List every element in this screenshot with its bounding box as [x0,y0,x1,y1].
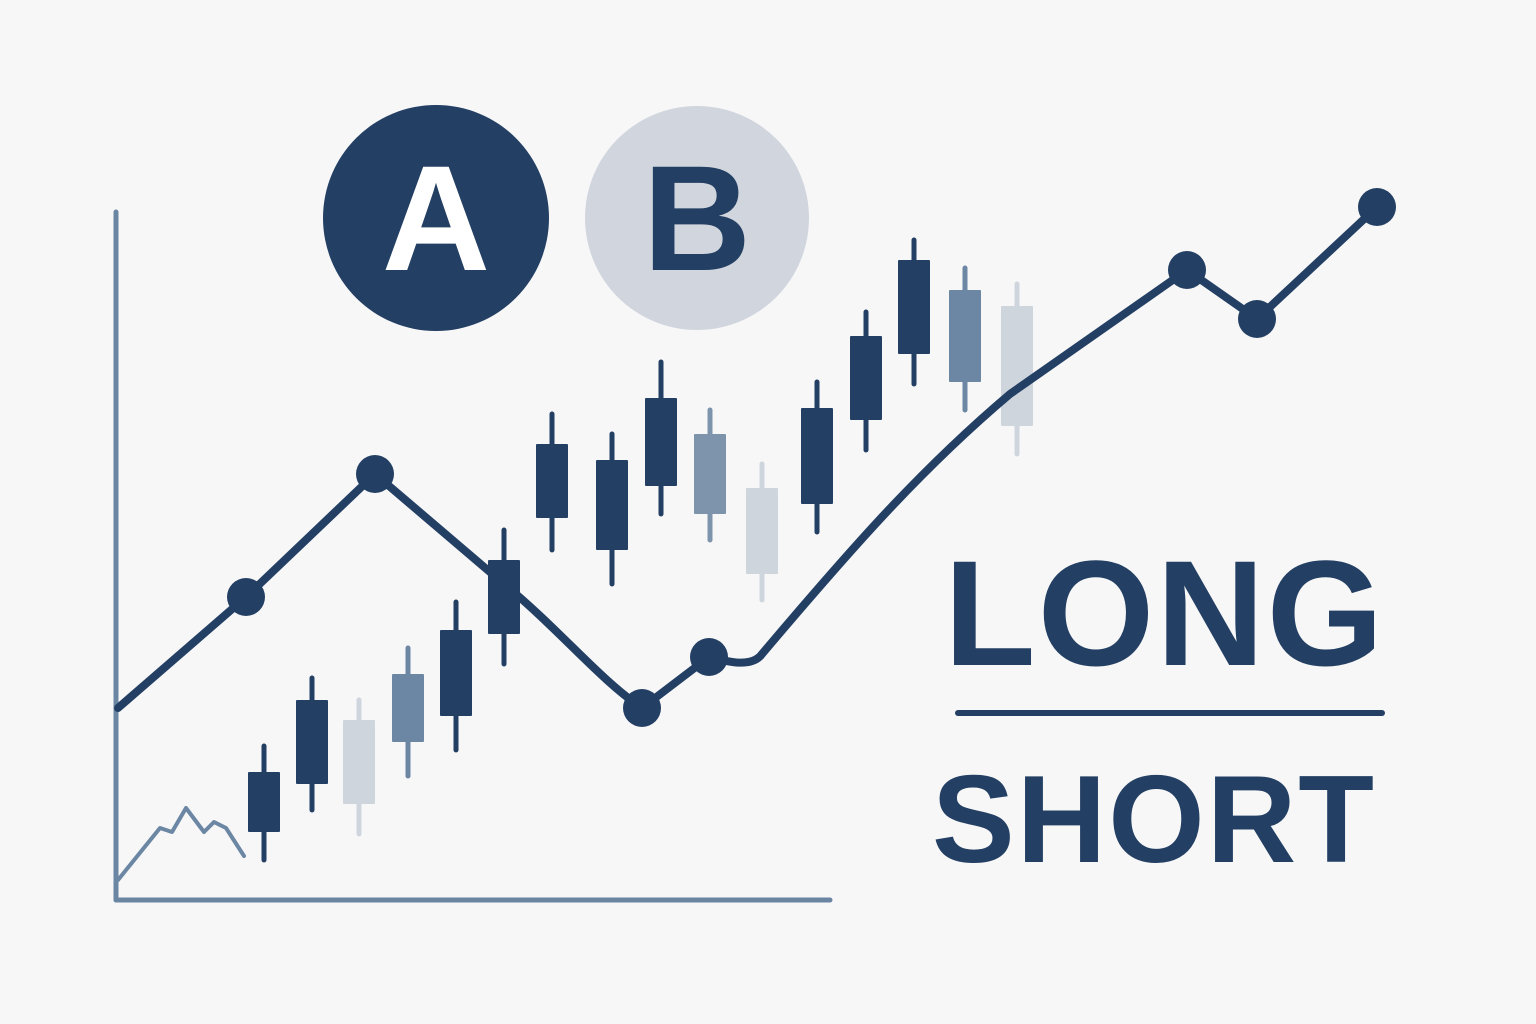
trend-point [1358,188,1396,226]
candlestick [645,359,677,517]
candlestick [898,237,930,387]
candlestick [440,599,472,753]
candlestick [746,461,778,603]
trend-point [623,689,661,727]
candlestick [248,743,280,863]
mini-trend-line [116,806,246,882]
trend-point [1168,251,1206,289]
candlestick [296,675,328,813]
trend-point [690,638,728,676]
badge-b-letter: B [642,134,752,302]
candlestick [949,265,981,413]
candlestick-body [296,700,328,784]
candlestick-body [801,408,833,504]
candlestick-body [949,290,981,382]
candlestick-body [248,772,280,832]
candlestick [694,407,726,543]
candlestick-body [343,720,375,804]
candlestick-body [392,674,424,742]
candlestick-body [596,460,628,550]
main-trend-line [114,203,1381,712]
candlestick [801,379,833,535]
candlestick [392,645,424,779]
badge-a-letter: A [381,134,491,302]
trend-points [227,188,1396,727]
candlestick [596,431,628,587]
candlestick-body [536,444,568,518]
candlestick-body [645,398,677,486]
candlestick [536,411,568,553]
candlestick-body [746,488,778,574]
long-label: LONG [944,529,1386,697]
candlestick [343,697,375,837]
candlestick-body [1001,306,1033,426]
candlestick-body [694,434,726,514]
candlestick-body [440,630,472,716]
candlestick-body [898,260,930,354]
badge-b: B [585,106,809,330]
trend-point [356,455,394,493]
trend-point [227,578,265,616]
short-label: SHORT [932,751,1376,889]
candlestick [1001,281,1033,457]
badge-a: A [323,105,549,331]
chart-axes [113,209,833,903]
label-divider [955,710,1385,716]
trend-point [1238,300,1276,338]
candlestick-series [248,237,1033,863]
candlestick [850,309,882,453]
candlestick-body [850,336,882,420]
